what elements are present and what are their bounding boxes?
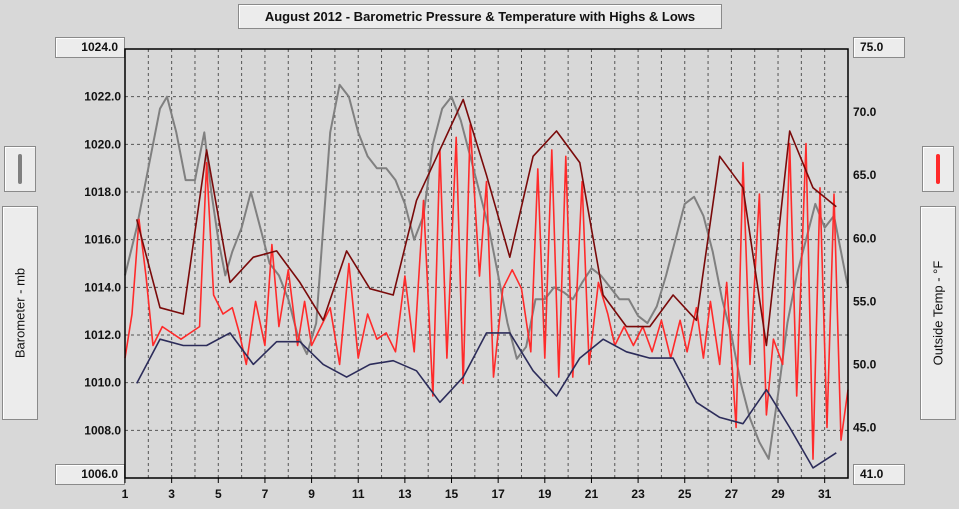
temp-legend-line-icon — [936, 154, 940, 184]
barometer-legend-line-icon — [18, 154, 22, 184]
x-tick-label: 15 — [445, 487, 459, 501]
x-tick-label: 23 — [631, 487, 645, 501]
y2-tick-label: 65.0 — [853, 168, 877, 182]
x-tick-label: 1 — [122, 487, 129, 501]
y2-tick-label: 60.0 — [853, 231, 877, 245]
y1-max-label: 1024.0 — [55, 37, 125, 58]
barometer-legend-swatch — [4, 146, 36, 192]
x-tick-label: 29 — [771, 487, 785, 501]
x-tick-label: 19 — [538, 487, 552, 501]
x-tick-label: 11 — [352, 487, 365, 501]
x-tick-label: 21 — [585, 487, 599, 501]
y2-tick-label: 45.0 — [853, 421, 877, 435]
y1-min-label: 1006.0 — [55, 464, 125, 485]
y1-axis-title: Barometer - mb — [2, 206, 38, 420]
y2-tick-label: 55.0 — [853, 294, 877, 308]
x-tick-label: 25 — [678, 487, 692, 501]
temp-legend-swatch — [922, 146, 954, 192]
y1-tick-label: 1022.0 — [84, 90, 121, 104]
y2-tick-label: 70.0 — [853, 105, 877, 119]
y1-tick-label: 1012.0 — [84, 328, 121, 342]
y1-tick-label: 1018.0 — [84, 185, 121, 199]
temp-lows-line — [135, 332, 837, 469]
y2-min-label: 41.0 — [853, 464, 905, 485]
y2-max-label: 75.0 — [853, 37, 905, 58]
outside-temp-line — [124, 123, 849, 460]
plot-area — [125, 49, 848, 478]
y1-tick-label: 1008.0 — [84, 423, 121, 437]
y1-tick-label: 1014.0 — [84, 280, 121, 294]
x-tick-label: 13 — [398, 487, 412, 501]
x-tick-label: 17 — [491, 487, 505, 501]
x-tick-label: 31 — [818, 487, 832, 501]
x-tick-label: 3 — [168, 487, 175, 501]
y1-tick-label: 1016.0 — [84, 233, 121, 247]
x-tick-label: 9 — [308, 487, 315, 501]
x-tick-label: 27 — [725, 487, 739, 501]
y1-tick-label: 1010.0 — [84, 376, 121, 390]
chart-title: August 2012 - Barometric Pressure & Temp… — [238, 4, 722, 29]
x-tick-label: 7 — [262, 487, 269, 501]
y1-tick-label: 1020.0 — [84, 137, 121, 151]
plot-frame — [124, 48, 849, 479]
temp-highs-line — [135, 98, 837, 347]
y2-tick-label: 50.0 — [853, 357, 877, 371]
x-tick-label: 5 — [215, 487, 222, 501]
y2-axis-title: Outside Temp - °F — [920, 206, 956, 420]
